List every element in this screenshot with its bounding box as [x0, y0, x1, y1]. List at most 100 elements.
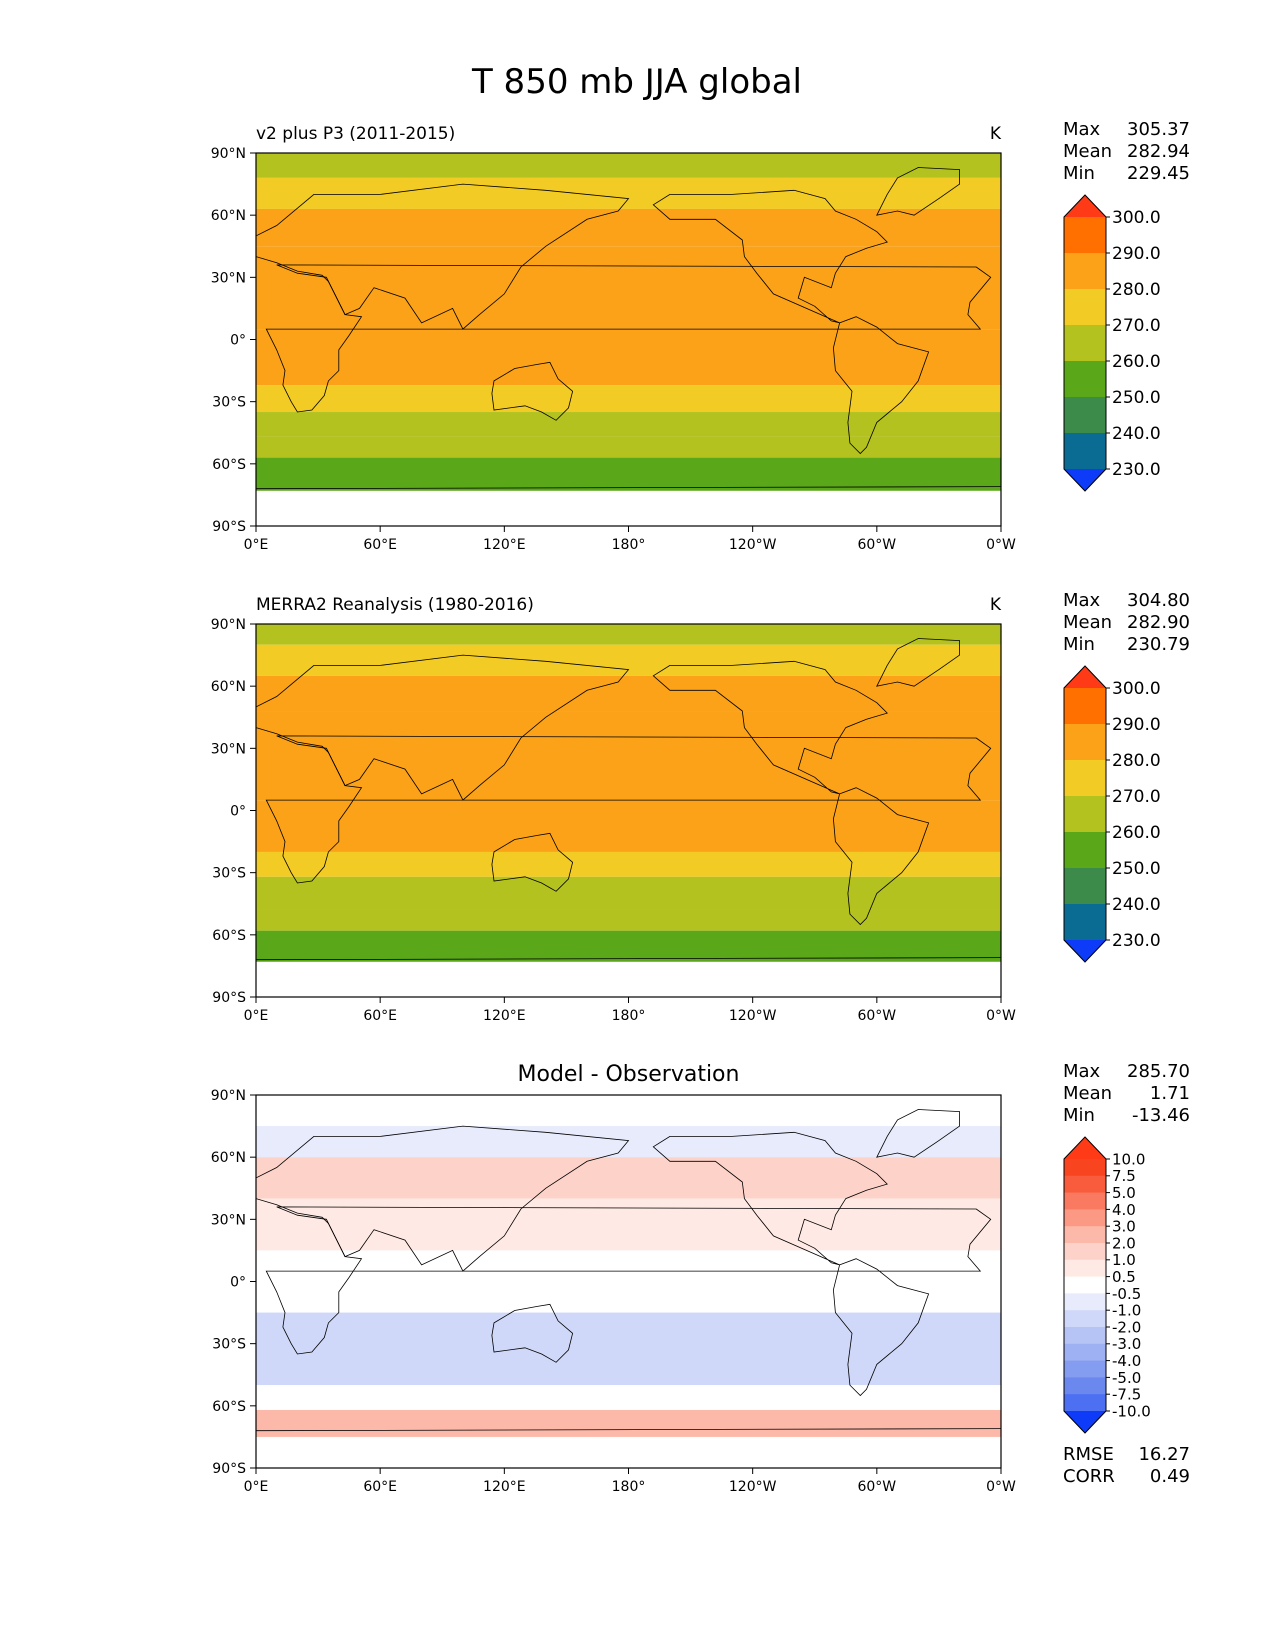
- y-tick-label: 30°S: [212, 1337, 246, 1353]
- data-band: [256, 1385, 1001, 1410]
- metric-label: RMSE: [1063, 1444, 1114, 1465]
- colorbar-tick-label: 1.0: [1112, 1251, 1136, 1269]
- stat-label: Mean: [1063, 141, 1112, 162]
- data-band: [256, 153, 1001, 178]
- colorbar-segment: [1064, 868, 1106, 905]
- y-tick-label: 90°S: [212, 990, 246, 1006]
- colorbar-tick-label: -10.0: [1112, 1402, 1151, 1420]
- colorbar-tick-label: 260.0: [1112, 352, 1161, 372]
- coastline: [652, 189, 888, 324]
- data-field: [256, 1095, 1001, 1468]
- colorbar-segment: [1064, 289, 1106, 326]
- coastline: [265, 264, 992, 413]
- coastlines: [256, 1109, 1001, 1432]
- y-tick-label: 90°N: [211, 146, 246, 162]
- x-tick-label: 0°W: [986, 1479, 1016, 1495]
- data-band: [256, 329, 1001, 386]
- coastline: [652, 660, 888, 795]
- panel-units: K: [990, 124, 1002, 144]
- colorbar-extend-max: [1064, 195, 1106, 217]
- colorbar-segment: [1064, 1343, 1106, 1362]
- x-tick-label: 120°E: [483, 537, 526, 553]
- stat-value: 230.79: [1127, 634, 1190, 655]
- panels: 0°E 60°E 120°E 180° 120°W 60°W 0°W 90°N 60°N 30°N…: [211, 119, 1190, 1495]
- data-band: [256, 412, 1001, 437]
- colorbar-segment: [1064, 1209, 1106, 1227]
- colorbar-segment: [1064, 253, 1106, 290]
- colorbar-extend-min: [1064, 469, 1106, 491]
- stat-value: 304.80: [1127, 590, 1190, 611]
- stat-label: Max: [1063, 1061, 1101, 1082]
- colorbar-segment: [1064, 361, 1106, 398]
- colorbar-tick-label: 0.5: [1112, 1268, 1136, 1286]
- data-band: [256, 177, 1001, 209]
- coastline: [832, 316, 930, 455]
- data-field: [256, 624, 1001, 997]
- x-tick-label: 120°E: [483, 1008, 526, 1024]
- data-band: [256, 1312, 1001, 1386]
- data-band: [256, 624, 1001, 645]
- coastline: [491, 361, 574, 421]
- colorbar-extend-max: [1064, 1137, 1106, 1159]
- x-tick-label: 180°: [612, 1008, 646, 1024]
- data-band: [256, 457, 1001, 491]
- x-tick-label: 0°E: [244, 1008, 269, 1024]
- colorbar-segment: [1064, 1327, 1106, 1345]
- colorbar-segment: [1064, 397, 1106, 434]
- colorbar-segment: [1064, 832, 1106, 869]
- x-tick-label: 0°E: [244, 537, 269, 553]
- data-field: [256, 153, 1001, 526]
- colorbar-segment: [1064, 1259, 1106, 1278]
- coastline: [832, 1258, 930, 1397]
- y-tick-label: 0°: [230, 333, 246, 349]
- stat-value: 1.71: [1150, 1083, 1190, 1104]
- colorbar-tick-label: -5.0: [1112, 1369, 1141, 1387]
- data-band: [256, 1095, 1001, 1127]
- colorbar-segment: [1064, 433, 1106, 470]
- coastline: [491, 832, 574, 892]
- y-tick-label: 30°S: [212, 395, 246, 411]
- colorbar: 300.0 290.0 280.0 270.0 260.0 250.0 240.0 230.0: [1063, 194, 1161, 492]
- data-band: [256, 385, 1001, 413]
- y-tick-label: 60°N: [211, 208, 246, 224]
- x-tick-label: 60°E: [363, 537, 397, 553]
- antarctic-coastline: [256, 1428, 1001, 1432]
- colorbar-segment: [1064, 1159, 1106, 1177]
- y-tick-label: 60°S: [212, 457, 246, 473]
- x-tick-label: 60°W: [857, 1008, 896, 1024]
- data-band: [256, 800, 1001, 852]
- y-tick-label: 30°N: [211, 1212, 246, 1228]
- y-tick-label: 90°S: [212, 519, 246, 535]
- colorbar-tick-label: -2.0: [1112, 1318, 1141, 1336]
- colorbar-tick-label: 250.0: [1112, 859, 1161, 879]
- stat-label: Max: [1063, 119, 1101, 140]
- data-band: [256, 208, 1001, 247]
- y-tick-label: 60°S: [212, 1399, 246, 1415]
- y-tick-label: 30°N: [211, 270, 246, 286]
- x-tick-label: 60°E: [363, 1008, 397, 1024]
- coastlines: [256, 638, 1001, 961]
- stat-value: 282.94: [1127, 141, 1190, 162]
- figure-title: T 850 mb JJA global: [471, 62, 802, 102]
- colorbar-segment: [1064, 904, 1106, 941]
- stat-label: Min: [1063, 163, 1095, 184]
- colorbar-tick-label: -4.0: [1112, 1352, 1141, 1370]
- colorbar-tick-label: 240.0: [1112, 895, 1161, 915]
- data-band: [256, 1157, 1001, 1199]
- colorbar-tick-label: 290.0: [1112, 715, 1161, 735]
- coastlines: [256, 167, 1001, 490]
- x-tick-label: 0°E: [244, 1479, 269, 1495]
- colorbar-tick-label: 10.0: [1112, 1150, 1145, 1168]
- panel-subtitle: MERRA2 Reanalysis (1980-2016): [256, 595, 534, 615]
- colorbar-extend-min: [1064, 1411, 1106, 1433]
- panel-2: 0°E 60°E 120°E 180° 120°W 60°W 0°W 90°N 60°N 30°N…: [211, 590, 1190, 1024]
- y-tick-label: 0°: [230, 1275, 246, 1291]
- panel-1: 0°E 60°E 120°E 180° 120°W 60°W 0°W 90°N 60°N 30°N…: [211, 119, 1190, 553]
- colorbar-segment: [1064, 325, 1106, 362]
- colorbar-tick-label: 260.0: [1112, 823, 1161, 843]
- colorbar-tick-label: 230.0: [1112, 931, 1161, 951]
- stat-label: Min: [1063, 634, 1095, 655]
- metric-label: CORR: [1063, 1466, 1115, 1487]
- colorbar-extend-max: [1064, 666, 1106, 688]
